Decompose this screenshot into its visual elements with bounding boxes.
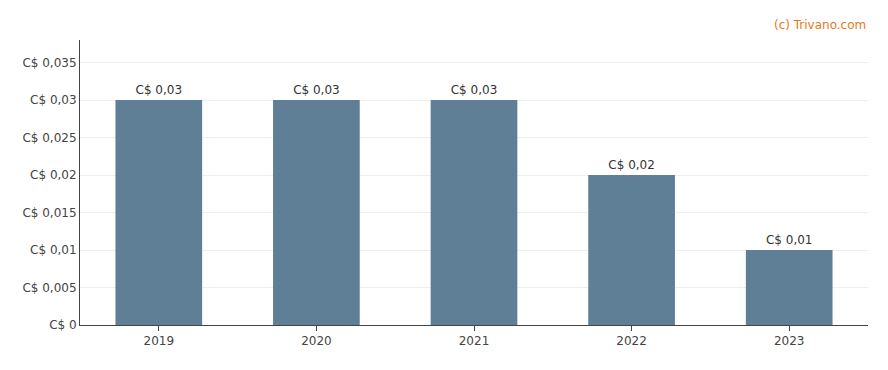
svg-text:(c) Trivano.com: (c) Trivano.com [774, 18, 866, 32]
svg-text:C$ 0,03: C$ 0,03 [136, 83, 183, 97]
svg-text:2019: 2019 [144, 334, 175, 348]
svg-text:2021: 2021 [459, 334, 490, 348]
svg-text:C$ 0: C$ 0 [49, 318, 76, 332]
svg-text:C$ 0,01: C$ 0,01 [766, 233, 813, 247]
svg-text:2020: 2020 [301, 334, 332, 348]
svg-text:C$ 0,015: C$ 0,015 [22, 206, 76, 220]
svg-text:C$ 0,025: C$ 0,025 [22, 131, 76, 145]
svg-text:C$ 0,03: C$ 0,03 [451, 83, 498, 97]
svg-text:C$ 0,005: C$ 0,005 [22, 281, 76, 295]
svg-text:2023: 2023 [774, 334, 805, 348]
svg-text:C$ 0,02: C$ 0,02 [30, 168, 77, 182]
svg-text:C$ 0,03: C$ 0,03 [30, 93, 77, 107]
svg-text:2022: 2022 [616, 334, 647, 348]
svg-text:C$ 0,03: C$ 0,03 [293, 83, 340, 97]
svg-text:C$ 0,01: C$ 0,01 [30, 243, 77, 257]
svg-text:C$ 0,02: C$ 0,02 [608, 158, 655, 172]
svg-text:C$ 0,035: C$ 0,035 [22, 56, 76, 70]
